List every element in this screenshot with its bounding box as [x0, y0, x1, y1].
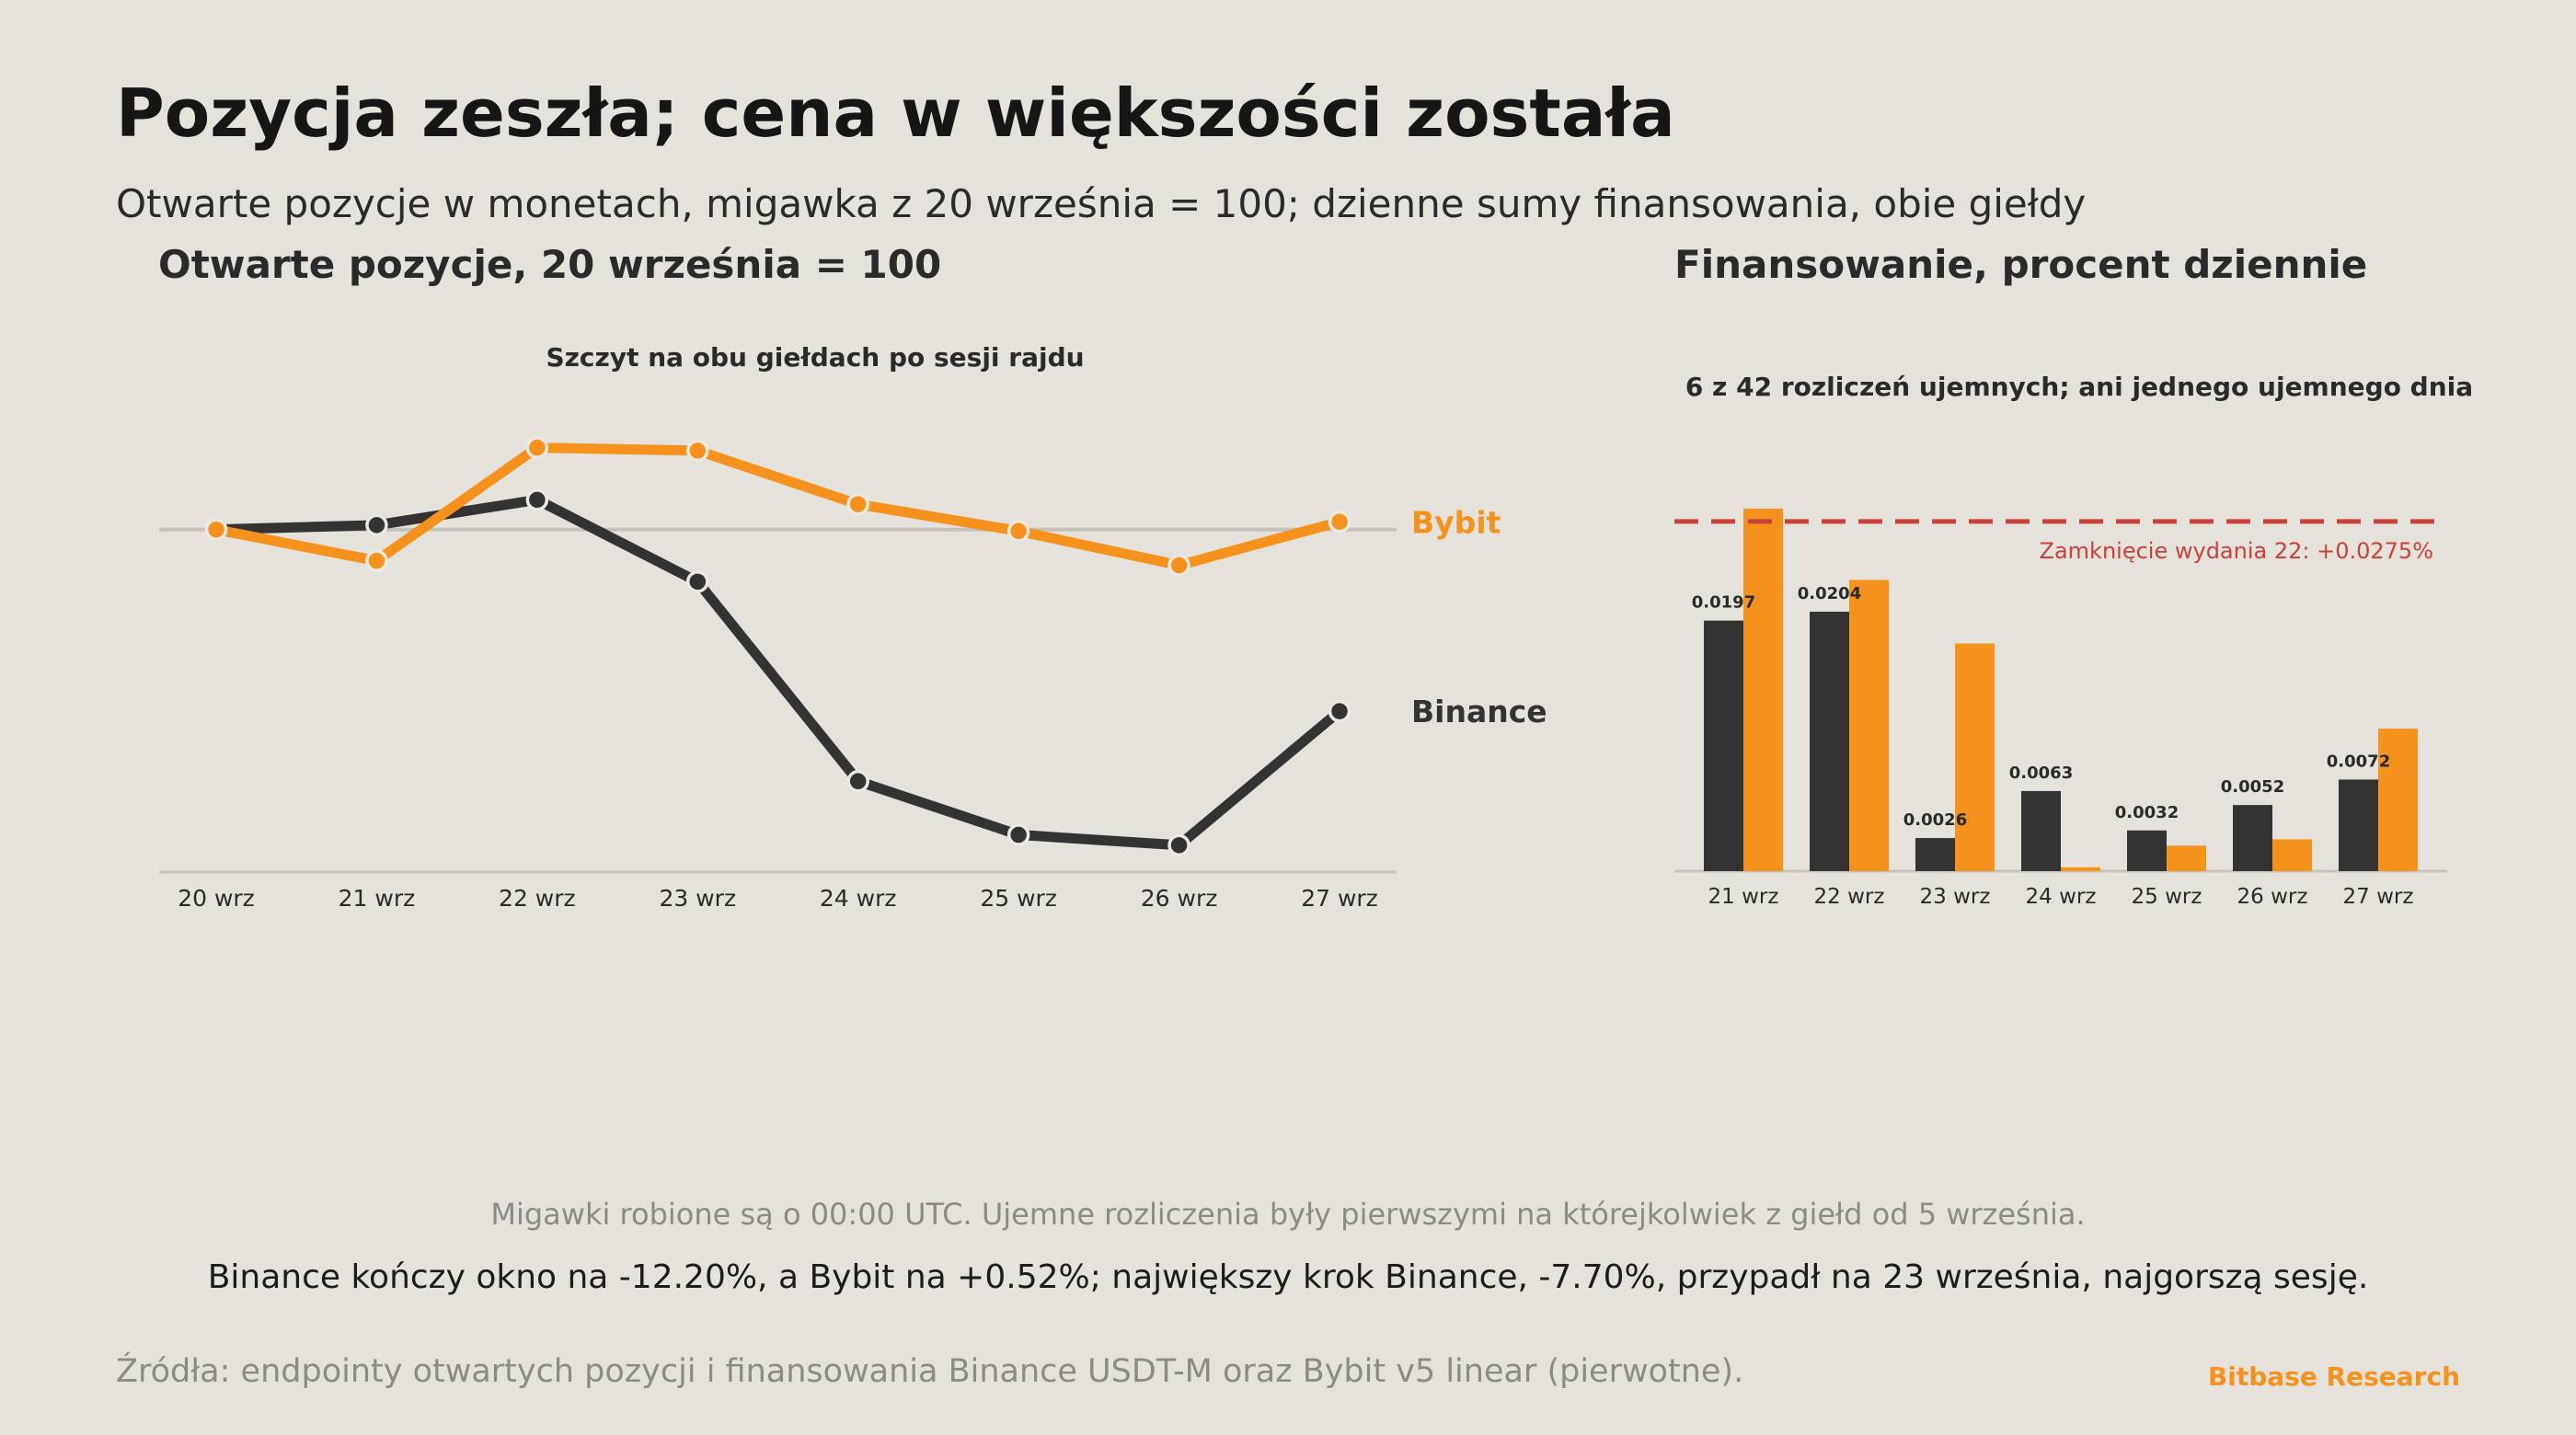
- bar-binance: [1810, 611, 1849, 871]
- bar-binance: [2233, 805, 2272, 871]
- bar-bybit: [2061, 867, 2100, 871]
- bar-data-label: 0.0072: [2327, 752, 2390, 771]
- x-tick-label: 23 wrz: [659, 885, 736, 912]
- data-point-binance: [1328, 699, 1351, 723]
- data-point-binance: [686, 570, 709, 593]
- x-tick-label: 24 wrz: [820, 885, 897, 912]
- data-point-binance: [365, 513, 388, 537]
- bar-data-label: 0.0197: [1692, 593, 1755, 613]
- series-label-bybit: Bybit: [1411, 504, 1501, 540]
- x-tick-label: 22 wrz: [499, 885, 576, 912]
- bar-binance: [2339, 779, 2378, 871]
- series-label-binance: Binance: [1411, 694, 1547, 729]
- x-tick-label: 25 wrz: [980, 885, 1057, 912]
- bar-data-label: 0.0063: [2009, 763, 2073, 783]
- key-takeaway: Binance kończy okno na -12.20%, a Bybit …: [208, 1258, 2369, 1296]
- bar-data-label: 0.0032: [2115, 803, 2179, 822]
- page-title: Pozycja zeszła; cena w większości został…: [116, 75, 1675, 152]
- reference-line-label: Zamknięcie wydania 22: +0.0275%: [2040, 538, 2433, 564]
- data-point-bybit: [1167, 554, 1190, 577]
- data-point-binance: [846, 770, 869, 793]
- x-tick-label: 27 wrz: [1301, 885, 1378, 912]
- data-point-bybit: [204, 518, 228, 541]
- funding-panel: Finansowanie, procent dziennie 6 z 42 ro…: [1674, 242, 2473, 909]
- data-point-bybit: [686, 439, 709, 463]
- bar-bybit: [1955, 643, 1995, 871]
- x-tick-label: 20 wrz: [178, 885, 255, 912]
- bar-data-label: 0.0026: [1903, 810, 1967, 830]
- data-point-bybit: [1006, 520, 1030, 543]
- bar-category-label: 27 wrz: [2343, 885, 2414, 909]
- bar-chart-title: Finansowanie, procent dziennie: [1674, 242, 2367, 287]
- note-line: Migawki robione są o 00:00 UTC. Ujemne r…: [490, 1197, 2085, 1232]
- bar-binance: [1704, 620, 1743, 871]
- open-interest-panel: Otwarte pozycje, 20 września = 100 Szczy…: [158, 242, 1547, 912]
- series-line-binance: [211, 494, 1345, 851]
- bar-category-label: 24 wrz: [2026, 885, 2097, 909]
- bar-chart-annotation: 6 z 42 rozliczeń ujemnych; ani jednego u…: [1685, 372, 2473, 402]
- data-point-bybit: [1328, 511, 1351, 534]
- line-chart-annotation: Szczyt na obu giełdach po sesji rajdu: [546, 342, 1084, 373]
- bar-category-label: 26 wrz: [2237, 885, 2308, 909]
- bar-bybit: [1743, 509, 1783, 871]
- data-point-bybit: [365, 549, 388, 572]
- data-point-binance: [525, 488, 549, 511]
- series-line-bybit: [211, 442, 1345, 571]
- data-point-binance: [1167, 833, 1190, 857]
- data-point-bybit: [525, 436, 549, 459]
- bar-bybit: [2272, 839, 2312, 871]
- sources-note: Źródła: endpointy otwartych pozycji i fi…: [116, 1351, 1743, 1390]
- data-point-bybit: [846, 492, 869, 516]
- bar-binance: [1915, 838, 1955, 871]
- bar-bybit: [2167, 845, 2206, 871]
- line-chart-title: Otwarte pozycje, 20 września = 100: [158, 242, 941, 287]
- bar-category-label: 25 wrz: [2132, 885, 2202, 909]
- bar-category-label: 21 wrz: [1708, 885, 1779, 909]
- bar-data-label: 0.0052: [2221, 777, 2284, 797]
- data-point-binance: [1006, 823, 1030, 846]
- bar-category-label: 22 wrz: [1814, 885, 1885, 909]
- brand-label: Bitbase Research: [2208, 1361, 2460, 1392]
- bar-bybit: [1849, 580, 1889, 871]
- bar-binance: [2021, 790, 2061, 871]
- page-subtitle: Otwarte pozycje w monetach, migawka z 20…: [116, 181, 2086, 226]
- bar-bybit: [2378, 729, 2418, 871]
- x-tick-label: 21 wrz: [339, 885, 416, 912]
- bar-data-label: 0.0204: [1798, 584, 1861, 603]
- bar-binance: [2127, 830, 2167, 871]
- x-tick-label: 26 wrz: [1141, 885, 1218, 912]
- bar-category-label: 23 wrz: [1920, 885, 1991, 909]
